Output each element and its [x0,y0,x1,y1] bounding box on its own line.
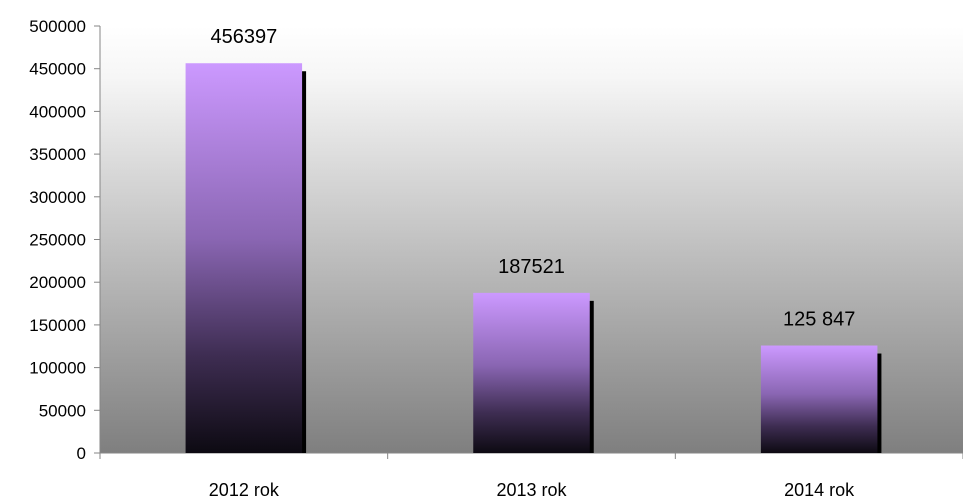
y-tick-label: 350000 [29,145,86,164]
y-tick-label: 500000 [29,17,86,36]
y-axis: 0 50000 100000 150000 200000 250000 300000 3500… [29,17,101,463]
bar [473,292,590,453]
y-tick-label: 0 [77,444,86,463]
y-tick-label: 50000 [39,401,86,420]
bar-series [185,63,882,453]
bar [185,63,303,453]
data-label: 456397 [210,26,277,48]
y-tick-label: 300000 [29,188,86,207]
y-tick-label: 100000 [29,359,86,378]
y-tick-label: 400000 [29,102,86,121]
x-category-label: 2012 rok [209,480,280,500]
data-labels: 456397 187521 125 847 [210,26,855,330]
y-tick-label: 450000 [29,60,86,79]
y-tick-label: 200000 [29,273,86,292]
x-axis: 2012 rok 2013 rok 2014 rok [99,452,963,500]
y-tick-label: 150000 [29,316,86,335]
data-label: 187521 [498,256,565,278]
x-category-label: 2014 rok [784,480,855,500]
data-label: 125 847 [783,309,855,331]
y-tick-label: 250000 [29,231,86,250]
bar [760,345,878,453]
x-category-label: 2013 rok [496,480,567,500]
